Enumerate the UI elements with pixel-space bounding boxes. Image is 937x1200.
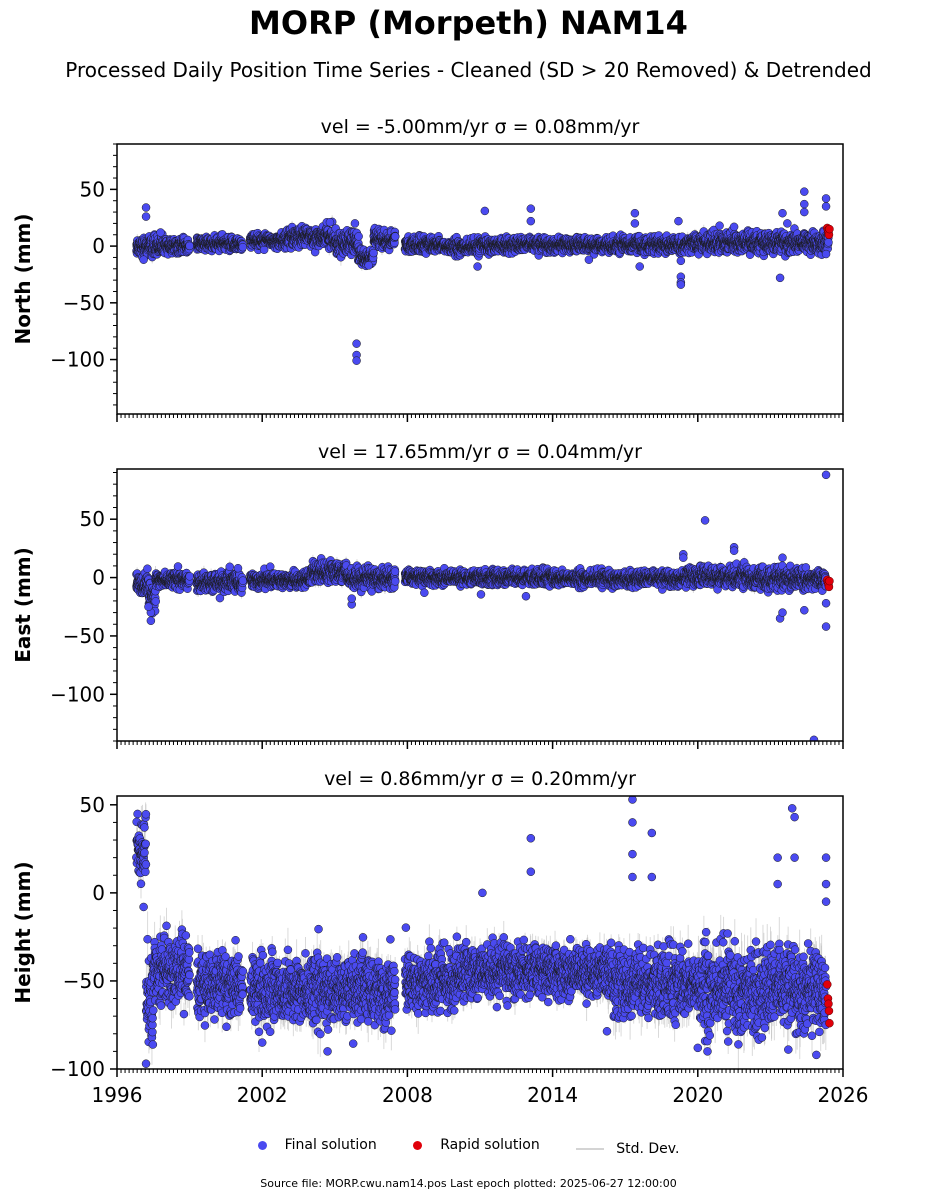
- chart-title: MORP (Morpeth) NAM14: [0, 4, 937, 42]
- chart-area: vel = -5.00mm/yr σ = 0.08mm/yr North (mm)…: [11, 116, 868, 1107]
- final-point: [185, 241, 194, 251]
- final-point: [259, 245, 269, 255]
- y-axis-label: North (mm): [11, 213, 35, 344]
- final-point: [350, 219, 360, 228]
- panel-title: vel = -5.00mm/yr σ = 0.08mm/yr: [321, 116, 640, 138]
- chart-subtitle: Processed Daily Position Time Series - C…: [0, 58, 937, 82]
- final-point: [238, 242, 248, 252]
- final-point: [369, 248, 378, 258]
- plot-area: [132, 187, 834, 365]
- panel-north: vel = -5.00mm/yr σ = 0.08mm/yr North (mm)…: [11, 116, 844, 422]
- final-point: [354, 232, 363, 241]
- final-point: [390, 232, 400, 241]
